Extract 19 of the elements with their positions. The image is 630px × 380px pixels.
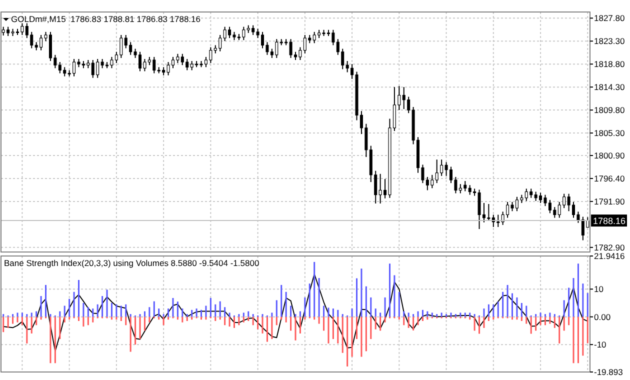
y-tick-label: 1814.30 — [594, 82, 625, 92]
y-tick-label: -19.893 — [594, 367, 624, 377]
y-tick-label: -10 — [594, 340, 607, 350]
y-tick-label: 1782.90 — [594, 242, 625, 252]
chart-title: Bane Strength Index(20,3,3) using Volumes 8.5880 -9.5404 -1.5800 — [4, 258, 260, 268]
y-tick-label: 21.9416 — [594, 251, 625, 261]
y-tick-label: 1818.80 — [594, 59, 625, 70]
y-tick-label: 10 — [594, 284, 604, 294]
y-tick-label: 1823.30 — [594, 36, 625, 46]
y-tick-label: 1809.80 — [594, 105, 625, 116]
y-tick-label: 0.00 — [594, 312, 611, 322]
y-tick-label: 1805.30 — [594, 128, 625, 138]
y-tick-label: 1827.80 — [594, 13, 625, 24]
y-tick-label: 1796.40 — [594, 173, 625, 184]
ref-line-label: 1788.16 — [593, 216, 626, 226]
y-tick-label: 1800.90 — [594, 150, 625, 160]
chart-title: GOLDm#,M15 1786.83 1788.81 1786.83 1788.16 — [11, 14, 201, 24]
line-series — [2, 274, 588, 352]
y-tick-label: 1791.90 — [594, 196, 625, 206]
